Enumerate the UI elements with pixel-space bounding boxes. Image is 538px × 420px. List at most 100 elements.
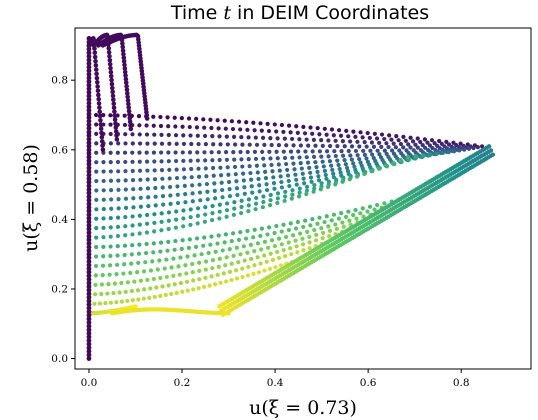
data-point xyxy=(269,162,274,168)
data-point xyxy=(151,250,156,255)
data-point xyxy=(342,158,347,163)
data-point xyxy=(331,133,336,138)
data-point xyxy=(123,169,128,174)
data-point xyxy=(86,313,92,318)
data-point xyxy=(123,224,128,229)
data-point xyxy=(108,215,113,221)
data-point xyxy=(113,121,118,126)
data-point xyxy=(159,159,164,164)
data-point xyxy=(349,157,354,162)
data-point xyxy=(213,282,218,287)
data-point xyxy=(254,142,260,147)
data-point xyxy=(458,141,463,146)
data-point xyxy=(322,219,327,225)
data-point xyxy=(310,217,315,222)
data-point xyxy=(253,201,259,206)
data-point xyxy=(451,149,457,154)
data-point xyxy=(137,231,142,236)
data-point xyxy=(270,257,275,262)
data-point xyxy=(161,202,166,207)
data-point xyxy=(194,125,200,130)
data-point xyxy=(290,192,295,197)
data-point xyxy=(317,215,322,220)
data-point xyxy=(358,160,363,165)
data-point xyxy=(246,209,251,214)
data-point xyxy=(264,259,269,264)
data-point xyxy=(262,142,267,148)
data-point xyxy=(195,158,200,163)
data-point xyxy=(217,134,222,139)
data-point xyxy=(347,218,352,223)
data-point xyxy=(220,195,225,200)
data-point xyxy=(146,195,151,200)
data-point xyxy=(86,115,92,120)
data-point xyxy=(113,125,119,130)
data-point xyxy=(242,258,247,263)
data-point xyxy=(252,227,257,232)
data-point xyxy=(129,252,134,257)
data-point xyxy=(437,138,442,144)
data-point xyxy=(319,154,324,159)
data-point xyxy=(304,191,309,197)
data-point xyxy=(86,277,92,282)
data-point xyxy=(173,150,178,155)
data-point xyxy=(339,211,344,216)
data-point xyxy=(92,301,97,306)
data-point xyxy=(353,134,358,139)
data-point xyxy=(166,159,171,164)
data-point xyxy=(180,124,185,129)
data-point xyxy=(86,61,92,67)
data-point xyxy=(202,219,207,224)
data-point xyxy=(420,143,425,148)
data-point xyxy=(86,269,92,275)
data-point xyxy=(86,356,92,361)
data-point xyxy=(203,212,208,217)
data-point xyxy=(189,175,194,180)
data-point xyxy=(208,117,213,122)
data-point xyxy=(137,222,142,227)
data-point xyxy=(274,129,279,134)
data-point xyxy=(173,158,179,164)
y-tick-label: 0.2 xyxy=(51,283,68,295)
data-point xyxy=(127,115,133,121)
data-point xyxy=(130,214,135,219)
data-point xyxy=(138,177,143,182)
data-point xyxy=(324,214,329,219)
data-point xyxy=(86,143,92,149)
data-point xyxy=(173,124,178,129)
data-point xyxy=(358,130,363,135)
data-point xyxy=(224,214,229,219)
data-point xyxy=(335,143,340,149)
data-point xyxy=(123,289,128,294)
data-point xyxy=(276,162,281,167)
data-point xyxy=(185,288,190,293)
data-point xyxy=(126,105,132,110)
data-point xyxy=(357,156,362,162)
plot-frame xyxy=(74,27,532,370)
data-point xyxy=(307,246,312,251)
data-point xyxy=(282,198,287,203)
data-point xyxy=(283,234,289,240)
data-point xyxy=(227,269,233,274)
data-point xyxy=(153,194,158,199)
data-point xyxy=(144,123,149,128)
data-point xyxy=(210,158,215,163)
data-point xyxy=(260,205,265,210)
data-point xyxy=(362,171,367,177)
data-point xyxy=(241,171,246,176)
data-point xyxy=(108,178,114,183)
data-point xyxy=(328,143,333,149)
data-point xyxy=(229,261,234,266)
data-point xyxy=(239,210,244,216)
data-point xyxy=(99,130,104,136)
data-point xyxy=(101,235,106,240)
data-point xyxy=(86,255,92,261)
data-point xyxy=(138,195,143,200)
data-point xyxy=(86,323,92,329)
data-point xyxy=(256,176,261,182)
data-point xyxy=(232,200,237,205)
data-point xyxy=(297,190,302,195)
data-point xyxy=(364,156,369,161)
data-point xyxy=(86,140,92,146)
data-point xyxy=(166,226,171,232)
